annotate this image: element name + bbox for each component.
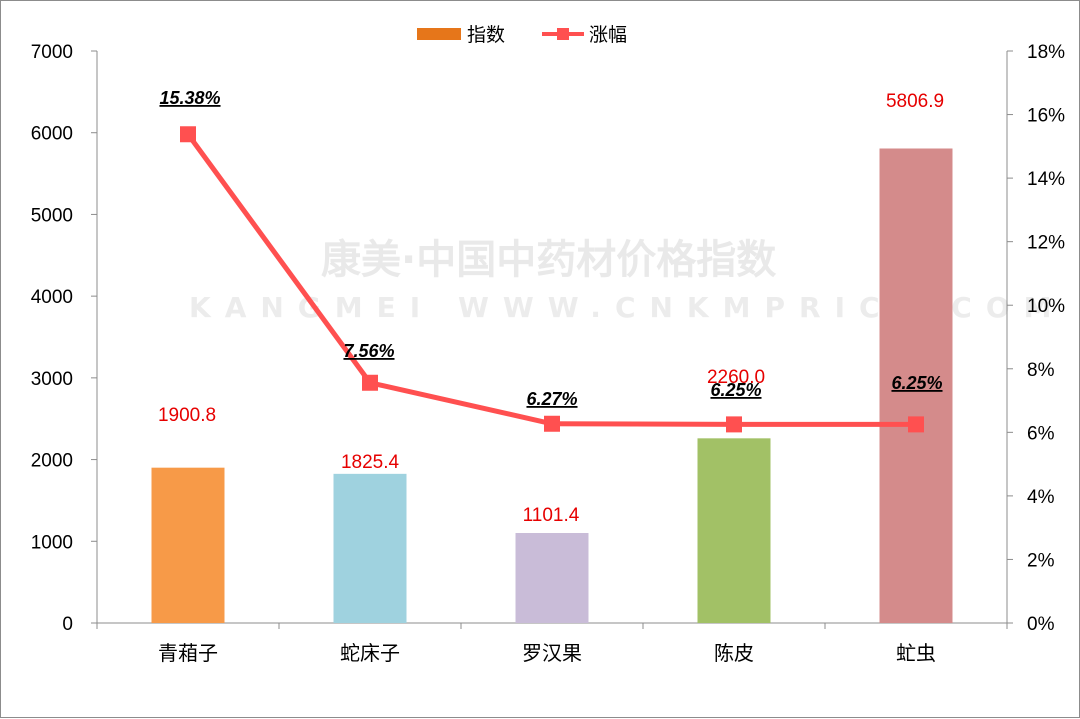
y-left-tick-label: 4000 <box>31 287 73 308</box>
bars <box>151 148 953 623</box>
change-marker <box>362 374 378 391</box>
y-right-tick-label: 6% <box>1027 423 1055 444</box>
x-tick-label: 蛇床子 <box>340 641 400 665</box>
bar <box>879 148 953 623</box>
bar <box>151 467 225 623</box>
y-right-tick-label: 12% <box>1027 233 1065 254</box>
y-left-tick-label: 2000 <box>31 451 73 472</box>
bar-data-label: 2260.0 <box>707 367 765 388</box>
x-tick-label: 虻虫 <box>896 641 936 665</box>
watermark-line1: 康美·中国中药材价格指数 <box>321 237 776 283</box>
y-right-tick-label: 14% <box>1027 169 1065 190</box>
change-data-label: 7.56% <box>343 341 394 361</box>
x-tick-label: 青葙子 <box>158 641 218 665</box>
change-marker <box>726 416 742 433</box>
y-left-tick-label: 6000 <box>31 124 73 145</box>
x-tick-label: 陈皮 <box>714 641 754 665</box>
legend: 指数 涨幅 <box>417 24 627 46</box>
y-right-tick-label: 18% <box>1027 42 1065 63</box>
bar <box>697 438 771 623</box>
legend-swatch-change-marker <box>557 28 569 40</box>
bar-data-label: 1101.4 <box>523 505 580 526</box>
change-marker <box>908 416 924 433</box>
y-right-tick-label: 2% <box>1027 550 1055 571</box>
y-left-tick-label: 3000 <box>31 369 73 390</box>
legend-swatch-index <box>417 28 461 40</box>
change-data-label: 6.25% <box>710 380 761 400</box>
y-right-tick-label: 10% <box>1027 296 1065 317</box>
y-right-tick-label: 8% <box>1027 360 1055 381</box>
legend-label-index: 指数 <box>467 24 505 46</box>
change-marker <box>544 415 560 432</box>
bar-data-label: 1900.8 <box>158 405 216 426</box>
y-left-tick-label: 0 <box>62 614 73 635</box>
y-left-tick-label: 1000 <box>31 532 73 553</box>
bar-data-label: 5806.9 <box>886 91 944 112</box>
change-data-label: 6.27% <box>526 389 577 409</box>
y-right-tick-label: 0% <box>1027 614 1055 635</box>
y-right-tick-label: 4% <box>1027 487 1055 508</box>
change-marker <box>180 126 196 143</box>
bar <box>333 473 407 623</box>
line-series <box>180 126 924 433</box>
bar-data-label: 1825.4 <box>341 452 400 473</box>
y-left-tick-label: 5000 <box>31 205 73 226</box>
bar <box>515 532 589 623</box>
x-tick-label: 罗汉果 <box>522 641 582 665</box>
y-left-tick-label: 7000 <box>31 42 73 63</box>
legend-label-change: 涨幅 <box>589 24 627 46</box>
data-labels: 1900.8 1825.4 1101.4 2260.0 5806.9 15.38% 7.56… <box>158 88 944 526</box>
change-data-label: 15.38% <box>159 88 220 108</box>
y-right-tick-label: 16% <box>1027 106 1065 127</box>
change-data-label: 6.25% <box>891 373 942 393</box>
axes: 0 1000 2000 3000 4000 5000 6000 7000 0% 2% 4% 6% 8% 1… <box>31 42 1065 665</box>
